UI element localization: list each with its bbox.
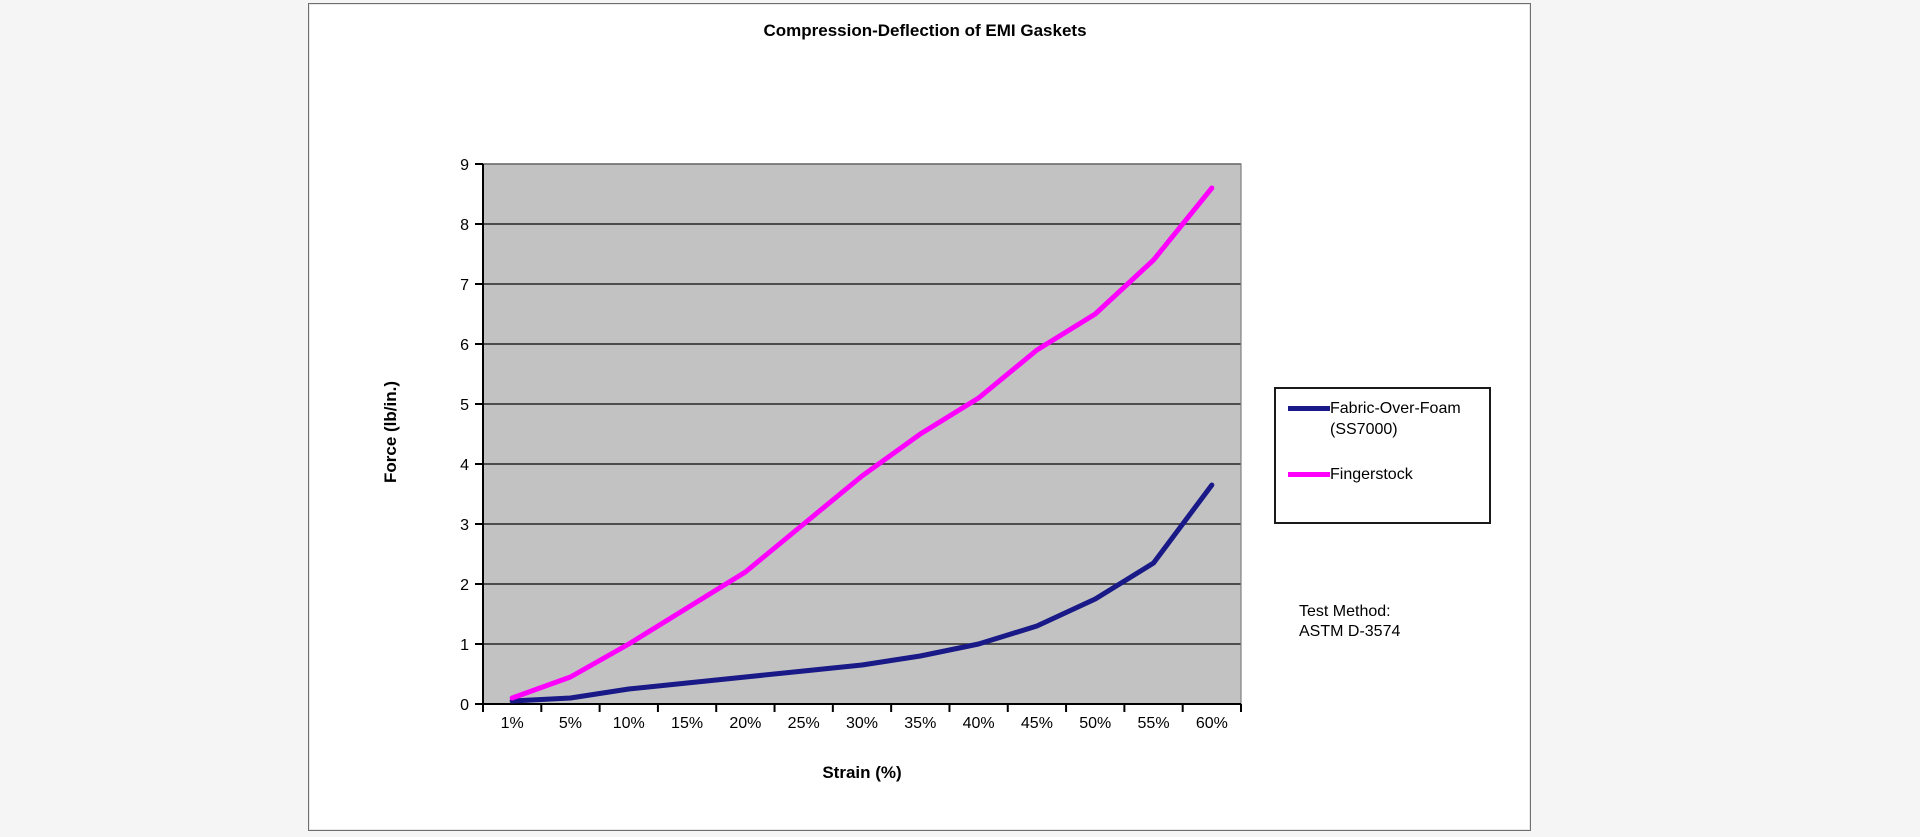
legend-entry-fingerstock: Fingerstock [1288,464,1413,485]
legend-swatch-fingerstock [1288,472,1330,477]
chart-panel: 0 1 2 3 4 5 6 7 8 9 1% 5% 10% 15% 20% 25% 30% 35% 40% 45% 50… [308,3,1531,831]
chart-title: Compression-Deflection of EMI Gaskets [763,21,1087,40]
y-tick-label-1: 1 [460,637,469,654]
x-tick-label-55%: 55% [1138,715,1170,732]
test-method-note: Test Method: ASTM D-3574 [1299,602,1400,642]
y-tick-label-0: 0 [460,697,469,714]
chart-plot: 0 1 2 3 4 5 6 7 8 9 1% 5% 10% 15% 20% 25% 30% 35% 40% 45% 50… [460,157,1242,732]
plot-border [483,163,1242,704]
y-axis-title: Force (lb/in.) [381,381,400,483]
x-axis-title: Strain (%) [822,763,902,782]
x-tick-label-10%: 10% [613,715,645,732]
x-tick-label-50%: 50% [1079,715,1111,732]
y-tick-label-4: 4 [460,457,469,474]
legend-swatch-fabric-over-foam [1288,406,1330,411]
x-tick-label-25%: 25% [788,715,820,732]
legend: Fabric-Over-Foam (SS7000) Fingerstock [1274,387,1491,524]
x-tick-label-40%: 40% [963,715,995,732]
x-tick-label-5%: 5% [559,715,582,732]
plot-area [483,164,1241,704]
legend-label-line1: Fingerstock [1330,466,1413,483]
series-line-fabric-over-foam-ss7000- [509,482,1215,704]
y-tick-label-6: 6 [460,337,469,354]
x-tick-label-1%: 1% [501,715,524,732]
legend-label-line2: (SS7000) [1330,421,1398,438]
series-line-fingerstock [509,185,1215,701]
y-tick-label-7: 7 [460,277,469,294]
x-tick-label-45%: 45% [1021,715,1053,732]
legend-label-line1: Fabric-Over-Foam [1330,400,1461,417]
x-tick-label-15%: 15% [671,715,703,732]
legend-entry-fabric-over-foam: Fabric-Over-Foam (SS7000) [1288,398,1461,440]
x-tick-label-20%: 20% [729,715,761,732]
y-tick-label-3: 3 [460,517,469,534]
y-tick-label-9: 9 [460,157,469,174]
legend-label-fabric-over-foam: Fabric-Over-Foam (SS7000) [1330,398,1461,440]
x-tick-label-60%: 60% [1196,715,1228,732]
legend-label-fingerstock: Fingerstock [1330,464,1413,485]
y-tick-label-2: 2 [460,577,469,594]
x-tick-label-35%: 35% [904,715,936,732]
test-method-line1: Test Method: [1299,603,1391,620]
x-tick-label-30%: 30% [846,715,878,732]
y-tick-label-5: 5 [460,397,469,414]
y-tick-label-8: 8 [460,217,469,234]
test-method-line2: ASTM D-3574 [1299,623,1401,640]
